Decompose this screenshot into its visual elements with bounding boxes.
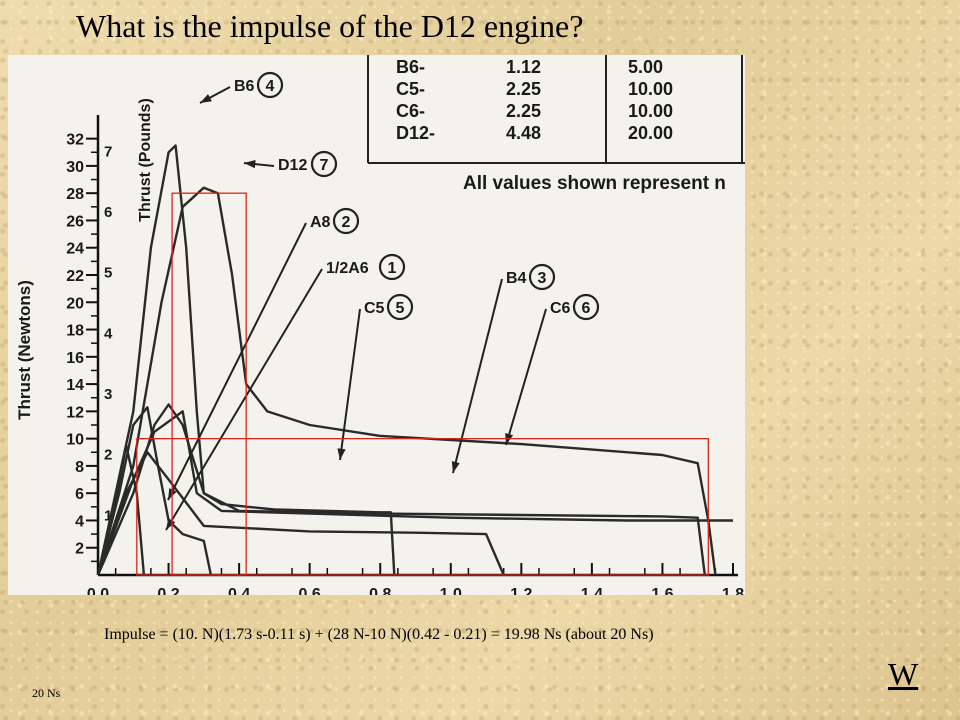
y-tick-label: 18 (66, 323, 84, 340)
impulse-formula: Impulse = (10. N)(1.73 s-0.11 s) + (28 N… (104, 626, 654, 643)
y-tick-label: 24 (66, 241, 84, 258)
series-label-d12: D12 (278, 157, 307, 174)
series-number-a8: 2 (342, 214, 351, 231)
series-leader-a8 (167, 222, 307, 501)
impulse-rectangle-1 (136, 437, 709, 576)
series-number-circle (528, 263, 556, 291)
series-label-c5: C5 (364, 300, 385, 317)
table-cell: B6- (396, 57, 425, 77)
y2-tick-label: 6 (104, 204, 112, 221)
series-label-a8: A8 (310, 214, 331, 231)
series-number-circle (310, 150, 338, 178)
series-line-b6 (96, 144, 396, 576)
y2-tick-label: 2 (104, 447, 112, 464)
x-tick-label: 0.6 (299, 586, 321, 595)
series-number-circle (386, 293, 414, 321)
y-tick-label: 20 (66, 295, 84, 312)
y2-tick-label: 4 (104, 325, 113, 342)
series-leader-c5 (339, 308, 361, 461)
x-tick-label: 1.8 (722, 586, 744, 595)
x-tick-label: 0.2 (157, 586, 179, 595)
y-tick-label: 4 (75, 513, 84, 530)
thrust-curve-figure: B6- 1.12 5.00 C5- 2.25 10.00 C6- 2.25 10.00 D12- 4… (8, 55, 745, 595)
series-line-1-2a6 (96, 444, 146, 576)
table-cell: C6- (396, 101, 425, 121)
series-leader-c6 (505, 308, 547, 446)
table-cell: 10.00 (628, 79, 673, 99)
y-tick-label: 32 (66, 132, 84, 149)
y-tick-label: 12 (66, 404, 84, 421)
series-arrowhead-b4 (451, 461, 460, 473)
series-number-circle (378, 253, 406, 281)
series-number-circle (332, 207, 360, 235)
table-cell: 1.12 (506, 57, 541, 77)
series-arrowhead-c5 (337, 448, 346, 460)
series-arrowhead-b6 (200, 94, 212, 103)
y-axis-label: Thrust (Newtons) (15, 280, 34, 420)
series-line-c5 (96, 403, 706, 576)
table-cell: D12- (396, 123, 435, 143)
impulse-rectangle-2 (171, 192, 247, 576)
y-tick-label: 10 (66, 432, 84, 449)
series-number-c6: 6 (582, 300, 591, 317)
series-arrowhead-1-2a6 (166, 518, 176, 530)
series-label-1-2a6: 1/2A6 (326, 260, 369, 277)
series-leader-b4 (452, 278, 503, 474)
y-tick-label: 6 (75, 486, 84, 503)
series-arrowhead-d12 (244, 160, 256, 169)
y-tick-label: 16 (66, 350, 84, 367)
x-tick-label: 1.6 (651, 586, 673, 595)
series-number-1-2a6: 1 (388, 260, 397, 277)
table-cell: 5.00 (628, 57, 663, 77)
series-line-c6 (96, 410, 733, 576)
y2-axis-label: Thrust (Pounds) (137, 98, 154, 222)
y-tick-label: 2 (75, 541, 84, 558)
y-tick-label: 30 (66, 159, 84, 176)
series-number-d12: 7 (320, 157, 329, 174)
x-tick-label: 1.4 (581, 586, 603, 595)
series-number-c5: 5 (396, 300, 405, 317)
thrust-curve-chart: B6- 1.12 5.00 C5- 2.25 10.00 C6- 2.25 10.00 D12- 4… (15, 55, 745, 595)
series-number-b4: 3 (538, 270, 547, 287)
table-cell: 2.25 (506, 101, 541, 121)
series-label-c6: C6 (550, 300, 571, 317)
nav-link-w[interactable]: W (888, 656, 919, 692)
x-tick-label: 0.4 (228, 586, 250, 595)
engine-table: B6- 1.12 5.00 C5- 2.25 10.00 C6- 2.25 10.00 D12- 4… (367, 55, 745, 194)
y-tick-label: 8 (75, 459, 84, 476)
table-cell: 2.25 (506, 79, 541, 99)
x-tick-label: 1.2 (510, 586, 532, 595)
series-label-b6: B6 (234, 78, 255, 95)
series-label-b4: B4 (506, 270, 527, 287)
table-cell: C5- (396, 79, 425, 99)
x-tick-label: 1.0 (440, 586, 462, 595)
table-cell: 20.00 (628, 123, 673, 143)
x-tick-label: 0.0 (87, 586, 109, 595)
slide-title: What is the impulse of the D12 engine? (76, 8, 584, 44)
y2-tick-label: 5 (104, 265, 112, 282)
series-number-b6: 4 (266, 78, 275, 95)
table-cell: 4.48 (506, 123, 541, 143)
slide-footnote: 20 Ns (32, 686, 61, 700)
series-number-circle (572, 293, 600, 321)
x-tick-label: 0.8 (369, 586, 391, 595)
series-leader-1-2a6 (165, 268, 323, 531)
y-tick-label: 26 (66, 213, 84, 230)
table-caption: All values shown represent n (463, 173, 726, 194)
table-cell: 10.00 (628, 101, 673, 121)
y2-tick-label: 3 (104, 386, 112, 403)
y-tick-label: 14 (66, 377, 84, 394)
y-tick-label: 28 (66, 186, 84, 203)
y2-tick-label: 1 (104, 507, 112, 524)
series-number-circle (256, 71, 284, 99)
y-tick-label: 22 (66, 268, 84, 285)
y2-tick-label: 7 (104, 143, 112, 160)
